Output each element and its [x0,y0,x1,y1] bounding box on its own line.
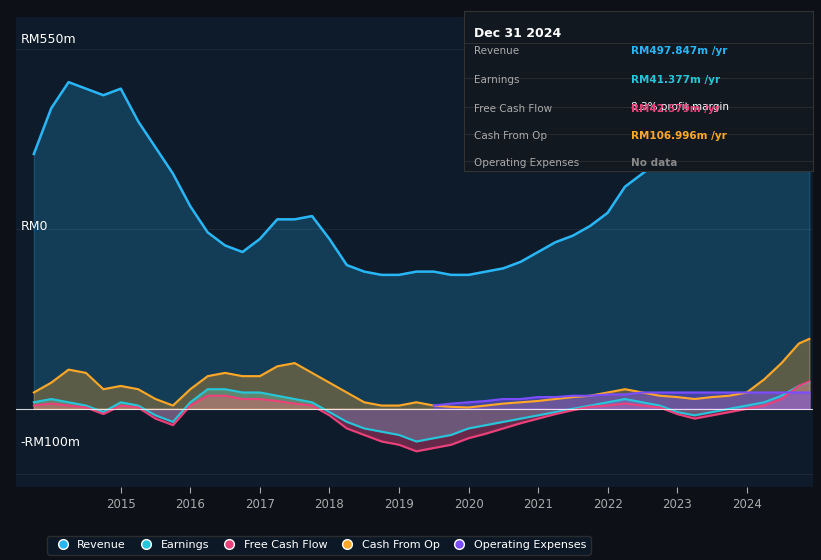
Text: RM497.847m /yr: RM497.847m /yr [631,46,727,57]
Text: Earnings: Earnings [475,75,520,85]
Text: RM41.377m /yr: RM41.377m /yr [631,75,721,85]
Legend: Revenue, Earnings, Free Cash Flow, Cash From Op, Operating Expenses: Revenue, Earnings, Free Cash Flow, Cash … [48,536,591,554]
Text: Revenue: Revenue [475,46,520,57]
Text: RM0: RM0 [21,220,48,232]
Text: RM550m: RM550m [21,33,76,46]
Text: Dec 31 2024: Dec 31 2024 [475,27,562,40]
Text: No data: No data [631,158,677,168]
Text: Free Cash Flow: Free Cash Flow [475,104,553,114]
Text: RM42.579m /yr: RM42.579m /yr [631,104,720,114]
Text: 8.3% profit margin: 8.3% profit margin [631,102,729,112]
Text: Operating Expenses: Operating Expenses [475,158,580,168]
Text: RM106.996m /yr: RM106.996m /yr [631,131,727,141]
Text: -RM100m: -RM100m [21,436,80,449]
Text: Cash From Op: Cash From Op [475,131,548,141]
